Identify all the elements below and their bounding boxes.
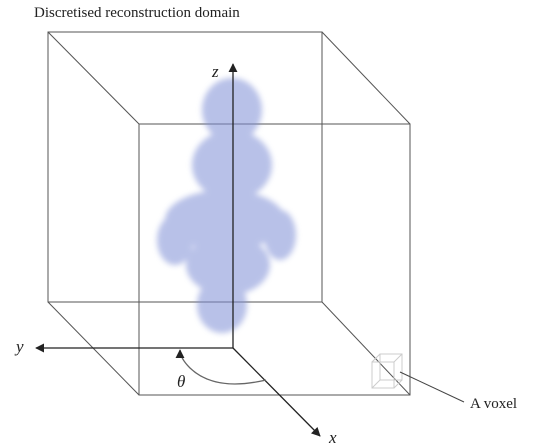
diagram: Discretised reconstruction domain z y x … <box>0 0 559 447</box>
callout-label: A voxel <box>470 396 517 412</box>
theta-label: θ <box>177 372 185 391</box>
cube-edge <box>322 32 410 124</box>
angle-arc <box>180 350 266 384</box>
cube-edge <box>322 302 410 395</box>
title: Discretised reconstruction domain <box>34 5 240 21</box>
flame <box>157 78 296 333</box>
cube-back-face <box>48 32 322 302</box>
x-label: x <box>328 428 337 447</box>
y-label: y <box>14 337 24 356</box>
x-axis <box>233 348 320 436</box>
z-label: z <box>211 62 219 81</box>
cube-edge <box>48 32 139 124</box>
